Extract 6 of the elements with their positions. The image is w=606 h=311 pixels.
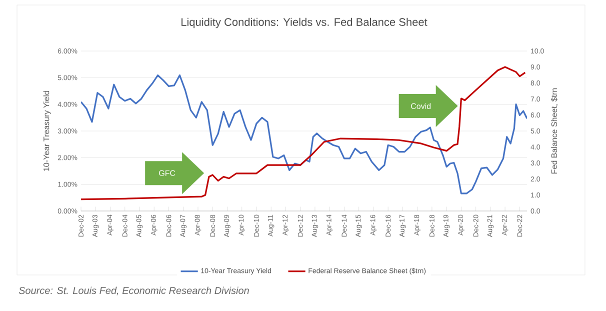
chart-title: Liquidity Conditions: Yields vs. Fed Balance Sheet <box>182 18 428 28</box>
y2-axis-title: Fed Balance Sheet, $trn <box>551 88 558 174</box>
annotation: GFC <box>159 170 176 176</box>
source-note: Source: St. Louis Fed, Economic Research Division <box>18 286 249 296</box>
y-axis-title: 10-Year Treasury Yield <box>43 91 51 171</box>
annotation: Covid <box>411 103 431 109</box>
